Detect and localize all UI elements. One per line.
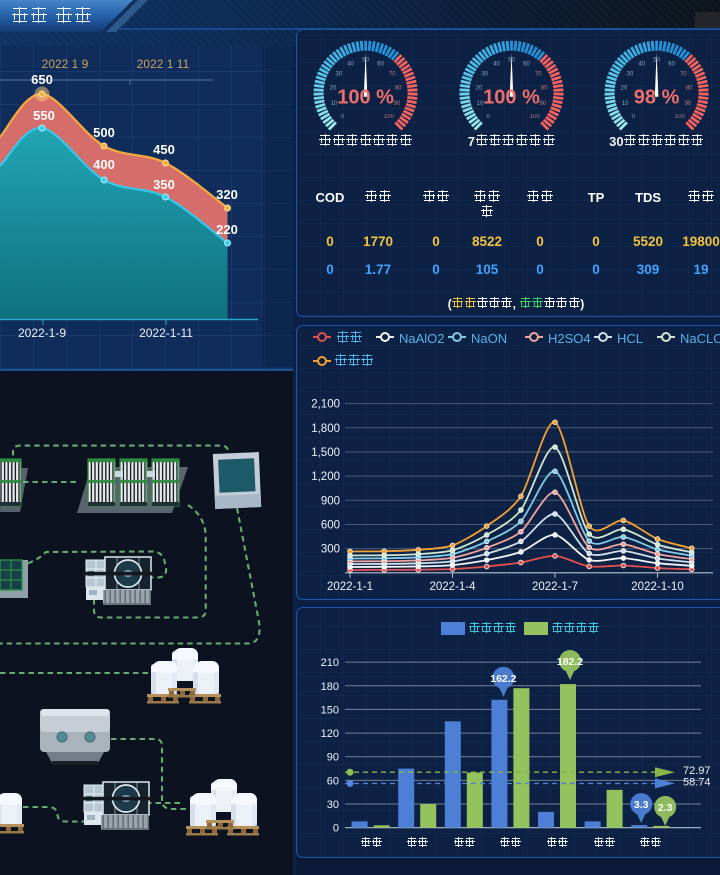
- svg-text:1,800: 1,800: [311, 423, 340, 435]
- svg-text:0: 0: [341, 114, 345, 120]
- svg-text:30: 30: [627, 71, 634, 77]
- svg-text:2,100: 2,100: [311, 399, 340, 411]
- svg-text:40: 40: [638, 61, 645, 67]
- svg-text:2022-1-1: 2022-1-1: [327, 581, 373, 593]
- svg-text:900: 900: [321, 495, 340, 507]
- svg-text:20: 20: [330, 86, 337, 92]
- svg-text:350: 350: [153, 177, 175, 192]
- svg-text:30: 30: [327, 799, 339, 811]
- svg-text:2022 1 9: 2022 1 9: [42, 57, 89, 71]
- svg-text:30: 30: [481, 71, 488, 77]
- svg-text:20: 20: [476, 86, 483, 92]
- svg-text:180: 180: [321, 681, 339, 693]
- svg-text:70: 70: [680, 71, 687, 77]
- svg-text:450: 450: [153, 142, 175, 157]
- svg-text:2022-1-10: 2022-1-10: [631, 581, 683, 593]
- svg-text:2022-1-7: 2022-1-7: [532, 581, 578, 593]
- svg-text:162.2: 162.2: [490, 673, 516, 685]
- svg-text:60: 60: [523, 61, 530, 67]
- svg-text:40: 40: [493, 61, 500, 67]
- svg-text:100: 100: [384, 114, 395, 120]
- svg-text:80: 80: [541, 86, 548, 92]
- svg-text:1,500: 1,500: [311, 447, 340, 459]
- svg-text:80: 80: [395, 86, 402, 92]
- svg-text:100: 100: [675, 114, 686, 120]
- svg-text:2022-1-9: 2022-1-9: [18, 326, 66, 340]
- svg-text:90: 90: [327, 752, 339, 764]
- svg-text:2022 1 11: 2022 1 11: [137, 57, 190, 71]
- svg-text:72.97: 72.97: [683, 765, 711, 777]
- svg-text:100 %: 100 %: [483, 87, 540, 109]
- svg-text:120: 120: [321, 728, 339, 740]
- svg-text:20: 20: [621, 86, 628, 92]
- svg-text:60: 60: [668, 61, 675, 67]
- svg-text:98 %: 98 %: [634, 87, 680, 109]
- svg-text:10: 10: [477, 101, 484, 107]
- svg-text:1,200: 1,200: [311, 471, 340, 483]
- svg-text:90: 90: [540, 101, 547, 107]
- svg-text:0: 0: [333, 823, 339, 835]
- svg-text:100: 100: [530, 114, 541, 120]
- svg-text:10: 10: [622, 101, 629, 107]
- svg-text:182.2: 182.2: [557, 656, 583, 668]
- svg-text:60: 60: [377, 61, 384, 67]
- svg-text:58.74: 58.74: [683, 776, 711, 788]
- svg-text:10: 10: [331, 101, 338, 107]
- svg-text:500: 500: [93, 125, 115, 140]
- svg-text:220: 220: [216, 222, 238, 237]
- svg-text:90: 90: [685, 101, 692, 107]
- svg-text:150: 150: [321, 704, 339, 716]
- svg-text:300: 300: [321, 544, 340, 556]
- svg-text:600: 600: [321, 520, 340, 532]
- svg-text:2022-1-11: 2022-1-11: [139, 326, 193, 340]
- svg-text:400: 400: [93, 157, 115, 172]
- svg-text:70: 70: [535, 71, 542, 77]
- svg-text:2.3: 2.3: [658, 802, 673, 814]
- svg-text:30: 30: [336, 71, 343, 77]
- svg-text:550: 550: [33, 108, 55, 123]
- svg-text:320: 320: [216, 187, 238, 202]
- svg-text:70: 70: [389, 71, 396, 77]
- svg-text:2022-1-4: 2022-1-4: [429, 581, 476, 593]
- svg-text:650: 650: [31, 72, 53, 87]
- svg-text:80: 80: [686, 86, 693, 92]
- svg-text:0: 0: [487, 114, 491, 120]
- svg-text:210: 210: [321, 657, 339, 669]
- svg-text:3.3: 3.3: [634, 799, 649, 811]
- svg-text:60: 60: [327, 775, 339, 787]
- svg-text:40: 40: [347, 61, 354, 67]
- svg-text:0: 0: [632, 114, 636, 120]
- svg-text:90: 90: [394, 101, 401, 107]
- svg-text:100 %: 100 %: [337, 87, 394, 109]
